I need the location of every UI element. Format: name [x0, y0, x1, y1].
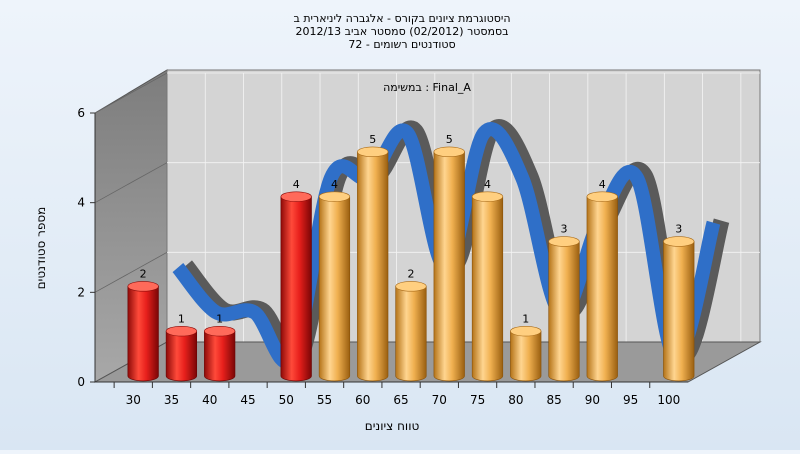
- x-tick-label: 80: [508, 393, 523, 407]
- bar-value-label: 1: [522, 312, 529, 325]
- bar: 3: [663, 223, 695, 382]
- x-tick-label: 70: [432, 393, 447, 407]
- chart-title-line-2: בסמסטר (02/2012) סמסטר אביב 2012/13: [295, 25, 508, 38]
- x-tick-label: 60: [355, 393, 370, 407]
- y-tick-label: 0: [77, 375, 85, 389]
- bar: 2: [127, 267, 159, 382]
- bar: 5: [357, 133, 389, 382]
- x-axis-title: טווח ציונים: [365, 419, 420, 433]
- bar: 5: [433, 133, 465, 382]
- bar-body: [586, 196, 618, 382]
- side-gridline: [94, 162, 168, 204]
- bar-cap: [471, 191, 504, 202]
- x-tick-label: 85: [546, 393, 561, 407]
- bar-cap: [204, 325, 236, 337]
- bar-cap: [663, 236, 695, 247]
- bar-value-label: 4: [599, 178, 606, 191]
- bar-body: [165, 330, 198, 382]
- bar: 1: [165, 312, 198, 382]
- bar-value-label: 2: [140, 267, 147, 280]
- y-tick-label: 4: [77, 196, 85, 210]
- y-axis-ticks: 0 2 4 6: [77, 106, 95, 389]
- bar-cap: [165, 325, 198, 337]
- x-tick-label: 45: [240, 393, 255, 407]
- y-tick-label: 6: [77, 106, 85, 120]
- bar-value-label: 1: [178, 312, 185, 325]
- chart-title-line-1: היסטוגרמת ציונים בקורס - אלגברה ליניארית…: [293, 12, 510, 25]
- bar-value-label: 3: [560, 223, 567, 236]
- bar: 4: [280, 178, 312, 382]
- bar-layer: 2 1 1 4 4 5 2 5 4 1 3 4 3: [127, 133, 695, 382]
- x-tick-label: 40: [202, 393, 217, 407]
- bar-cap: [280, 191, 312, 202]
- bar-value-label: 1: [216, 312, 223, 325]
- bar-body: [663, 241, 695, 382]
- bar-body: [395, 286, 427, 382]
- bar-body: [548, 241, 580, 382]
- bar: 1: [510, 312, 542, 382]
- bar-cap: [395, 281, 427, 292]
- bar: 2: [395, 267, 427, 382]
- x-tick-label: 95: [623, 393, 638, 407]
- x-tick-label: 75: [470, 393, 485, 407]
- bar: 3: [548, 223, 580, 382]
- x-axis-ticks: 30 35 40 45 50 55 60 65 70 75 80 85 90 95 100: [113, 382, 680, 407]
- bar-cap: [586, 191, 618, 202]
- x-tick-label: 50: [279, 393, 294, 407]
- bar-value-label: 3: [675, 223, 682, 236]
- bar-cap: [433, 146, 465, 158]
- bar-body: [510, 330, 542, 382]
- bar-value-label: 4: [331, 178, 338, 191]
- bar-body: [471, 196, 504, 382]
- bar: 1: [204, 312, 236, 382]
- bar-value-label: 5: [446, 133, 453, 146]
- chart-title-line-3: סטודנטים רשומים - 72: [348, 38, 455, 51]
- bar-body: [280, 196, 312, 382]
- x-tick-label: 100: [657, 393, 680, 407]
- bar-cap: [127, 281, 159, 292]
- bar-body: [318, 196, 351, 382]
- bar-cap: [510, 325, 542, 337]
- x-tick-label: 55: [317, 393, 332, 407]
- bar-cap: [548, 236, 580, 247]
- x-tick-label: 65: [393, 393, 408, 407]
- bar-cap: [318, 191, 351, 202]
- bar-value-label: 5: [369, 133, 376, 146]
- bar: 4: [318, 178, 351, 382]
- x-tick-label: 35: [164, 393, 179, 407]
- bar-body: [357, 151, 389, 382]
- bar-value-label: 4: [484, 178, 491, 191]
- chart-subtitle: במשימה : Final_A: [383, 81, 471, 94]
- bar-value-label: 4: [293, 178, 300, 191]
- bar: 4: [586, 178, 618, 382]
- x-tick-label: 90: [585, 393, 600, 407]
- y-axis-title: מספר סטודנטים: [34, 207, 48, 290]
- bar-body: [127, 286, 159, 382]
- y-tick-label: 2: [77, 285, 85, 299]
- side-gridline: [94, 72, 168, 114]
- x-tick-label: 30: [126, 393, 141, 407]
- bar-value-label: 2: [407, 267, 414, 280]
- bar-body: [433, 151, 465, 382]
- bar-body: [204, 330, 236, 382]
- side-gridline: [94, 251, 168, 293]
- bar-cap: [357, 146, 389, 158]
- bar: 4: [471, 178, 504, 382]
